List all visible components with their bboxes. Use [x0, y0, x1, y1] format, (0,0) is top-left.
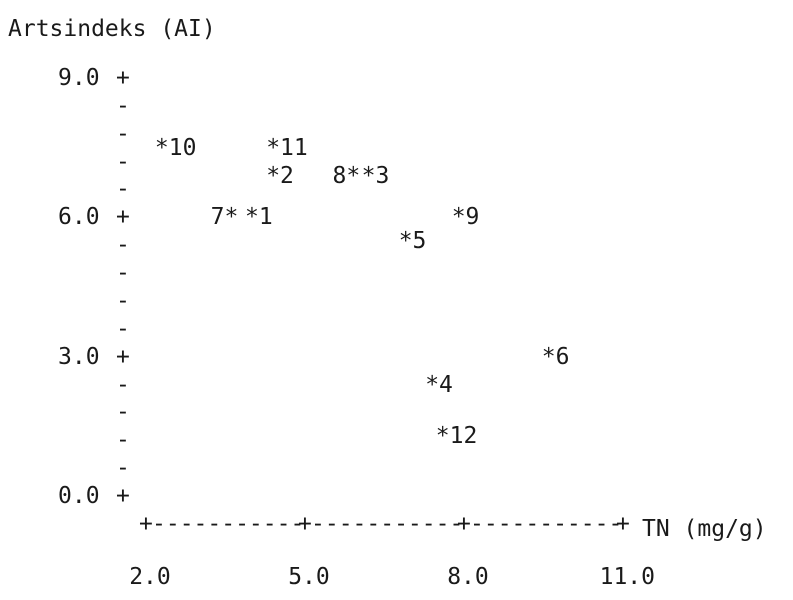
data-point-6: *6 [541, 343, 570, 370]
point-marker: * [245, 204, 259, 231]
y-tick-label: 9.0 [58, 65, 100, 91]
data-point-12: *12 [435, 422, 478, 449]
y-axis-minor-tick: - [116, 260, 130, 287]
y-axis-minor-tick: - [116, 427, 130, 454]
data-point-2: *2 [266, 162, 294, 189]
x-tick-label: 2.0 [129, 564, 171, 590]
x-axis-minor-ticks: ----------- [470, 511, 623, 537]
data-point-4: *4 [425, 371, 453, 398]
point-marker: * [154, 134, 169, 161]
y-axis-minor-tick: - [116, 399, 130, 426]
x-axis-minor-ticks: ----------- [152, 511, 305, 537]
y-axis-minor-tick: - [116, 232, 130, 259]
x-tick-label: 11.0 [599, 564, 655, 590]
y-axis-minor-tick: - [116, 148, 130, 175]
point-label: 11 [280, 134, 308, 161]
y-axis-major-tick: + [116, 483, 130, 509]
data-point-5: *5 [398, 227, 427, 254]
y-axis-major-tick: + [116, 343, 130, 370]
data-point-3: *3 [361, 162, 390, 189]
y-axis-minor-tick: - [116, 315, 130, 342]
point-label: 2 [280, 162, 294, 189]
data-point-9: *9 [452, 206, 480, 229]
point-label: 5 [412, 227, 427, 254]
point-label: 8 [332, 162, 347, 189]
point-label: 10 [168, 134, 197, 161]
point-label: 1 [258, 204, 273, 231]
y-tick-label: 0.0 [58, 483, 100, 509]
data-point-10: *10 [154, 134, 197, 161]
x-tick-label: 5.0 [288, 564, 330, 590]
x-axis-major-tick: + [298, 511, 312, 537]
point-label: 6 [555, 343, 570, 370]
y-axis-minor-tick: - [116, 371, 130, 398]
point-marker: * [451, 204, 466, 231]
point-marker: * [266, 134, 281, 161]
y-axis-major-tick: + [116, 65, 130, 91]
point-marker: * [224, 204, 239, 231]
x-axis-title: TN (mg/g) [642, 516, 767, 542]
y-axis-minor-tick: - [116, 92, 130, 119]
y-tick-label: 3.0 [58, 343, 100, 370]
data-point-7: 7* [211, 206, 239, 229]
y-axis-minor-tick: - [116, 455, 130, 482]
y-axis-minor-tick: - [116, 176, 130, 203]
x-axis-major-tick: + [457, 511, 471, 537]
point-label: 4 [439, 371, 453, 398]
point-marker: * [346, 162, 361, 189]
point-marker: * [541, 343, 556, 370]
point-label: 7 [210, 204, 225, 231]
point-label: 3 [375, 162, 390, 189]
x-axis-major-tick: + [616, 511, 630, 537]
data-point-11: *11 [266, 134, 308, 161]
point-label: 9 [465, 204, 480, 231]
point-marker: * [425, 371, 440, 398]
point-marker: * [435, 422, 450, 449]
y-axis-title: Artsindeks (AI) [8, 16, 216, 42]
data-point-1: *1 [245, 206, 273, 229]
y-axis-minor-tick: - [116, 120, 130, 147]
x-tick-label: 8.0 [447, 564, 489, 590]
y-tick-label: 6.0 [58, 204, 100, 231]
x-axis-minor-ticks: ----------- [311, 511, 464, 537]
point-marker: * [361, 162, 376, 189]
x-axis-major-tick: + [139, 511, 153, 537]
point-label: 12 [449, 422, 478, 449]
data-point-8: 8* [332, 162, 361, 189]
point-marker: * [398, 227, 413, 254]
y-axis-minor-tick: - [116, 287, 130, 314]
point-marker: * [266, 162, 281, 189]
y-axis-major-tick: + [116, 204, 130, 231]
